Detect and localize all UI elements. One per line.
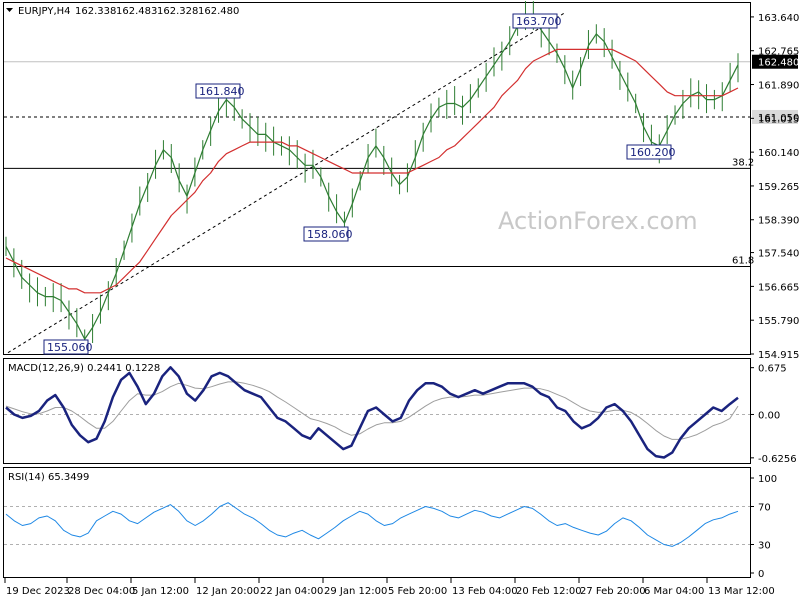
macd-line xyxy=(5,366,739,459)
x-tick-label: 13 Feb 04:00 xyxy=(452,586,518,597)
x-tick-label: 28 Dec 04:00 xyxy=(68,586,135,597)
macd-panel-frame xyxy=(3,358,751,464)
watermark: ActionForex.com xyxy=(498,207,698,235)
annotation-box xyxy=(303,226,349,242)
x-tick-label: 5 Jan 12:00 xyxy=(132,586,189,597)
x-tick-label: 19 Dec 2023 xyxy=(6,586,70,597)
ohlc-low: 162.328 xyxy=(157,6,198,17)
macd-y-tick-label: 0.00 xyxy=(758,410,780,421)
annotation-box xyxy=(626,144,672,160)
x-tick-label: 27 Feb 20:00 xyxy=(580,586,646,597)
ohlc-close: 162.480 xyxy=(198,6,239,17)
x-tick-label: 22 Jan 04:00 xyxy=(260,586,323,597)
annotation-box xyxy=(195,83,241,99)
macd-panel-title: MACD(12,26,9) 0.2441 0.1228 xyxy=(8,363,160,374)
x-tick-label: 12 Jan 20:00 xyxy=(196,586,259,597)
rsi-y-tick-label: 30 xyxy=(758,541,771,552)
x-tick-label: 6 Mar 04:00 xyxy=(644,586,704,597)
x-tick-label: 5 Feb 20:00 xyxy=(388,586,447,597)
price-y-tick-label: 154.915 xyxy=(758,350,799,361)
last-price-label: 162.480 xyxy=(758,58,799,69)
price-y-tick-label: 162.765 xyxy=(758,47,799,58)
annotation-label: 158.060 xyxy=(307,228,353,241)
level-price-label: 161.050 xyxy=(758,113,799,124)
annotation-box xyxy=(512,13,558,29)
annotation-box xyxy=(43,339,89,355)
price-y-tick-label: 158.390 xyxy=(758,216,799,227)
x-tick-label: 29 Jan 12:00 xyxy=(324,586,387,597)
macd-y-tick-label: -0.6256 xyxy=(758,454,797,465)
price-close-line xyxy=(5,14,739,340)
symbol-dropdown-icon[interactable] xyxy=(6,8,13,12)
rsi-panel-frame xyxy=(3,467,751,578)
price-y-tick-label: 161.015 xyxy=(758,114,799,125)
price-panel-title: EURJPY,H4 xyxy=(18,6,71,17)
price-y-tick-label: 157.540 xyxy=(758,249,799,260)
ohlc-open: 162.338 xyxy=(75,6,116,17)
rsi-y-tick-label: 0 xyxy=(758,569,764,580)
x-tick-label: 13 Mar 12:00 xyxy=(708,586,775,597)
price-y-tick-label: 159.265 xyxy=(758,182,799,193)
x-tick-label: 20 Feb 12:00 xyxy=(516,586,582,597)
macd-y-tick-label: 0.675 xyxy=(758,364,787,375)
rsi-y-tick-label: 100 xyxy=(758,474,777,485)
ohlc-high: 162.483 xyxy=(116,6,157,17)
level-price-tag xyxy=(752,109,798,124)
annotation-label: 161.840 xyxy=(199,85,245,98)
price-y-tick-label: 163.640 xyxy=(758,13,799,24)
price-panel-frame xyxy=(3,2,751,355)
price-y-tick-label: 160.140 xyxy=(758,148,799,159)
fib-level-label: 61.8 xyxy=(732,255,754,266)
annotation-label: 163.700 xyxy=(516,15,562,28)
price-y-tick-label: 156.665 xyxy=(758,282,799,293)
moving-average-line xyxy=(5,48,739,294)
annotation-label: 160.200 xyxy=(630,146,676,159)
price-y-tick-label: 155.790 xyxy=(758,316,799,327)
rsi-line xyxy=(5,502,739,547)
rsi-y-tick-label: 70 xyxy=(758,503,771,514)
price-y-tick-label: 161.890 xyxy=(758,81,799,92)
rsi-panel-title: RSI(14) 65.3499 xyxy=(8,472,89,483)
last-price-tag xyxy=(752,54,798,69)
fib-level-label: 38.2 xyxy=(732,157,754,168)
macd-signal-line xyxy=(5,381,739,440)
annotation-label: 155.060 xyxy=(47,341,93,354)
